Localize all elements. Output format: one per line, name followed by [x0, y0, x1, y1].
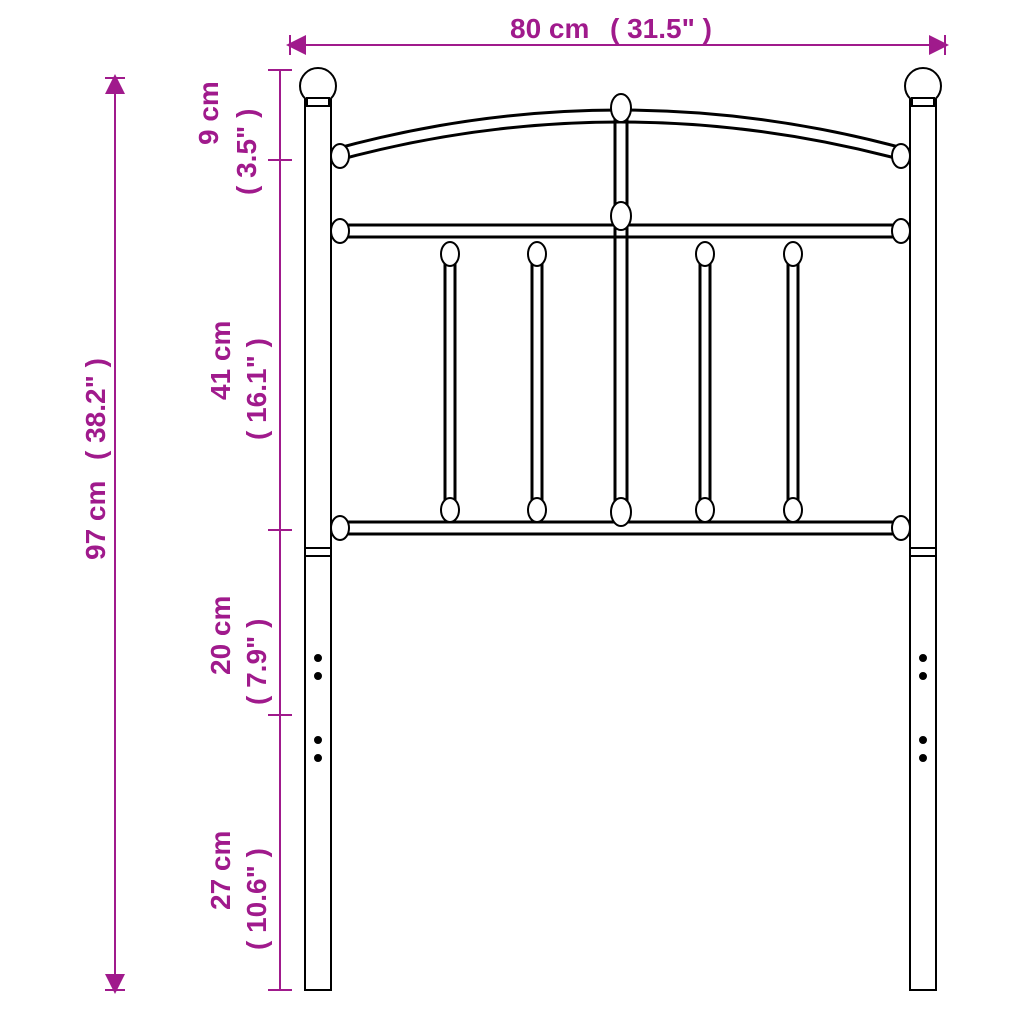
short-spindles [445, 252, 798, 508]
mounting-holes [315, 655, 926, 761]
height-cm: 97 cm [80, 481, 111, 560]
s3-in: ( 10.6" ) [241, 848, 272, 950]
s2-cm: 20 cm [205, 596, 236, 675]
s3-cm: 27 cm [205, 831, 236, 910]
width-cm: 80 cm [510, 13, 589, 44]
headboard-product [300, 68, 941, 990]
top-cm: 9 cm [193, 81, 224, 145]
width-in: ( 31.5" ) [610, 13, 712, 44]
dimension-width: 80 cm ( 31.5" ) [290, 13, 945, 55]
s1-in: ( 16.1" ) [241, 338, 272, 440]
spindle-knobs [331, 94, 910, 540]
height-in: ( 38.2" ) [80, 358, 111, 460]
dimension-height-overall: 97 cm ( 38.2" ) [80, 78, 125, 990]
s2-in: ( 7.9" ) [241, 619, 272, 705]
dimension-sections: 9 cm ( 3.5" ) 41 cm ( 16.1" ) 20 cm ( 7.… [193, 70, 292, 990]
s1-cm: 41 cm [205, 321, 236, 400]
headboard-dimension-diagram: 80 cm ( 31.5" ) 97 cm ( 38.2" ) 9 cm ( 3… [0, 0, 1024, 1024]
top-in: ( 3.5" ) [231, 109, 262, 195]
